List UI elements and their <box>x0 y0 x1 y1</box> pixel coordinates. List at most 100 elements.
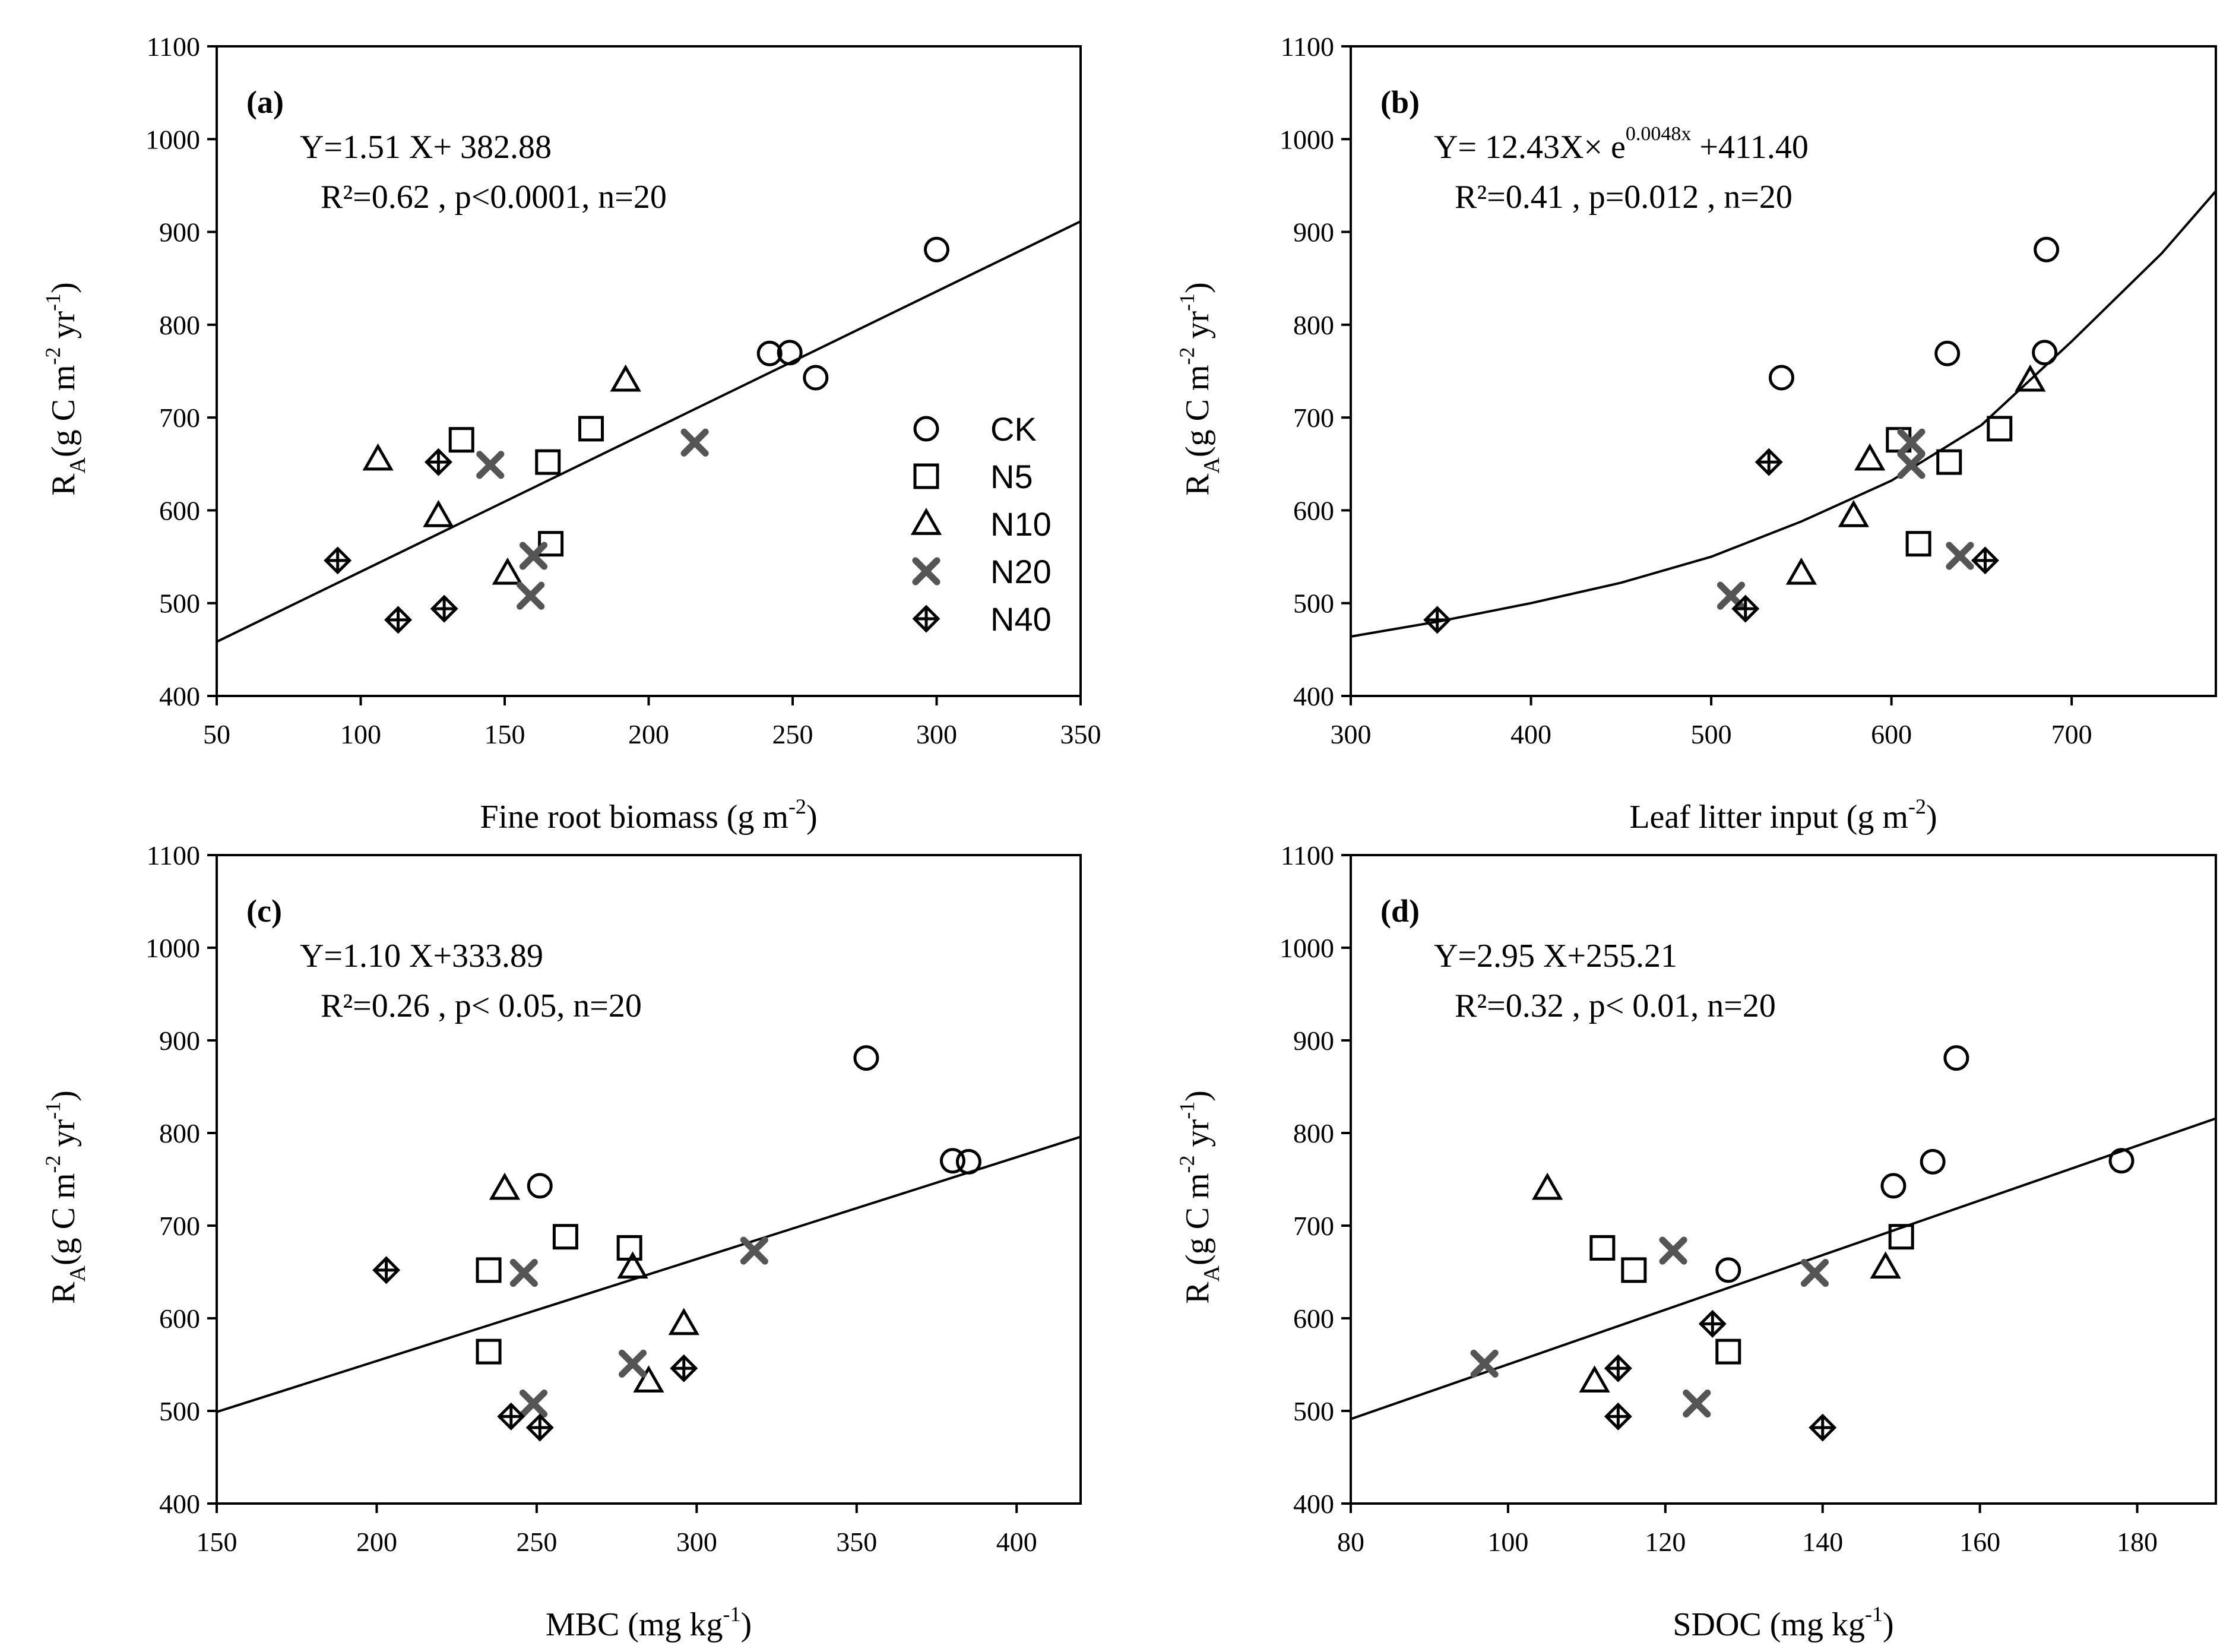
chart-c-point-n10 <box>617 1251 648 1279</box>
chart-c-y-label-sup1: -2 <box>41 1155 65 1173</box>
chart-a-y-label-sup2: -1 <box>41 293 65 311</box>
chart-d-y-label: RA(g C m-2 yr-1) <box>1175 1090 1224 1304</box>
chart-b-point-ck <box>1768 365 1794 391</box>
chart-c-y-tick-label: 1100 <box>147 840 200 871</box>
chart-d-x-label-main: SDOC (mg kg <box>1673 1606 1865 1643</box>
chart-b-x-label: Leaf litter input (g m-2) <box>1629 795 1937 836</box>
chart-d-point-n20 <box>1800 1259 1829 1287</box>
chart-c-y-tick-label: 400 <box>159 1489 200 1519</box>
chart-d-point-n10 <box>1531 1172 1563 1200</box>
chart-a-y-label-mid: yr <box>45 311 82 347</box>
chart-a-y-label-rest: (g C m <box>45 365 82 457</box>
chart-b-y-label-sup2: -1 <box>1175 293 1199 311</box>
chart-b-y-label-sup1: -2 <box>1175 347 1199 365</box>
chart-c-panel-label: (c) <box>246 893 282 929</box>
chart-c-y-label-sup2: -1 <box>41 1102 65 1119</box>
chart-d-y-tick-label: 800 <box>1293 1118 1334 1148</box>
chart-c-point-ck <box>527 1173 553 1199</box>
chart-b-point-n5 <box>1905 531 1931 557</box>
chart-d-y-tick-label: 700 <box>1293 1211 1334 1241</box>
chart-a-x-tick-label: 200 <box>628 719 669 749</box>
chart-a-x-label-end: ) <box>806 799 818 836</box>
chart-c-y-tick-label: 900 <box>159 1026 200 1056</box>
chart-c-point-ck <box>955 1148 981 1175</box>
chart-c-x-label-end: ) <box>741 1606 752 1643</box>
chart-d-frame <box>1350 854 2217 1505</box>
chart-a-point-n10 <box>362 443 394 471</box>
chart-d-point-ck <box>2108 1148 2135 1174</box>
chart-c-x-tick-label: 200 <box>356 1527 397 1557</box>
chart-b-point-n40-cross <box>1733 597 1757 621</box>
chart-b-point-n20 <box>1897 428 1926 457</box>
chart-d-point-n5 <box>1888 1224 1914 1250</box>
chart-b-point-n40-cross <box>1425 607 1449 632</box>
chart-c-point-n10 <box>489 1172 521 1200</box>
chart-c-x-label-main: MBC (mg kg <box>546 1606 723 1643</box>
chart-c-frame <box>216 854 1082 1505</box>
legend-marker-n20 <box>912 557 940 586</box>
chart-b-y-label-mid: yr <box>1179 311 1216 347</box>
chart-c-point-n10 <box>633 1365 664 1393</box>
chart-a-point-n5 <box>535 449 561 475</box>
chart-b-x-tick-label: 400 <box>1510 719 1551 749</box>
chart-a-y-label-main: R <box>45 473 82 496</box>
chart-a-x-tick-label: 100 <box>340 719 381 749</box>
chart-d-panel-label: (d) <box>1380 893 1420 929</box>
chart-d-y-tick-label: 1000 <box>1280 933 1334 963</box>
chart-c-point-n5 <box>552 1224 578 1250</box>
chart-a: 50 100 150 200 250 300 350 400 500 600 700 800 900 10… <box>41 31 1101 836</box>
chart-d-y-tick-label: 500 <box>1293 1396 1334 1426</box>
chart-b-y-tick-label: 600 <box>1293 495 1334 526</box>
chart-d-point-n10 <box>1579 1365 1610 1393</box>
chart-d-y-tick-label: 900 <box>1293 1026 1334 1056</box>
chart-a-y-tick-label: 600 <box>159 495 200 526</box>
chart-b-x-label-end: ) <box>1926 799 1937 836</box>
chart-a-point-n40-cross <box>432 597 457 621</box>
legend-label-n40: N40 <box>990 600 1052 638</box>
legend: CK N5 N10 N20 N40 <box>910 410 1052 638</box>
chart-b-fit-line <box>1351 190 2216 638</box>
chart-c-point-n5 <box>476 1257 502 1283</box>
legend-label-n20: N20 <box>990 553 1052 590</box>
chart-d-x-label-end: ) <box>1883 1606 1894 1643</box>
chart-c-point-n40-cross <box>499 1404 523 1429</box>
legend-label-n5: N5 <box>990 458 1033 495</box>
chart-b-point-n10 <box>1785 557 1817 585</box>
chart-a-x-label-sup: -2 <box>788 795 806 818</box>
chart-a-point-n10 <box>610 364 641 392</box>
chart-c-equation: Y=1.10 X+333.89 <box>300 938 543 974</box>
chart-b-y-tick-label: 400 <box>1293 681 1334 711</box>
chart-c-x-label: MBC (mg kg-1) <box>546 1602 752 1643</box>
chart-d-x-tick-label: 80 <box>1337 1527 1364 1557</box>
legend-marker-n10 <box>910 508 942 535</box>
chart-a-point-ck <box>924 236 949 262</box>
chart-b: 300 400 500 600 700 400 500 600 700 800 900 1000 110… <box>1175 31 2217 836</box>
chart-b-equation-exponent: 0.0048x <box>1626 123 1692 145</box>
chart-b-x-tick-label: 700 <box>2051 719 2092 749</box>
chart-c-point-ck <box>853 1045 879 1071</box>
chart-a-point-n20 <box>519 542 548 570</box>
legend-marker-n5 <box>913 463 939 489</box>
chart-b-y-tick-label: 800 <box>1293 310 1334 340</box>
chart-b-stats: R²=0.41 , p=0.012 , n=20 <box>1455 179 1793 216</box>
chart-c-y-tick-label: 1000 <box>145 933 200 963</box>
chart-c-x-tick-label: 350 <box>836 1527 877 1557</box>
chart-b-point-n40-cross <box>1973 548 1997 572</box>
chart-a-point-n5 <box>578 416 604 442</box>
legend-marker-ck <box>913 416 939 442</box>
chart-c-point-ck <box>939 1148 965 1174</box>
chart-a-equation-main: Y=1.51 X+ 382.88 <box>300 129 552 166</box>
chart-b-y-tick-label: 700 <box>1293 403 1334 433</box>
chart-b-y-label-main: R <box>1179 473 1216 496</box>
chart-a-point-n20 <box>680 428 709 457</box>
chart-b-point-ck <box>1934 340 1961 366</box>
chart-c-x-label-sup: -1 <box>723 1602 741 1626</box>
chart-d-y-label-sup2: -1 <box>1175 1102 1199 1119</box>
chart-d-y-label-main: R <box>1179 1281 1216 1304</box>
chart-a-x-tick-label: 300 <box>916 719 957 749</box>
chart-c-stats: R²=0.26 , p< 0.05, n=20 <box>321 988 642 1024</box>
chart-d-y-label-sup1: -2 <box>1175 1155 1199 1173</box>
chart-d-x-label-sup: -1 <box>1865 1602 1883 1626</box>
chart-b-y-label-sub: A <box>1199 457 1224 473</box>
